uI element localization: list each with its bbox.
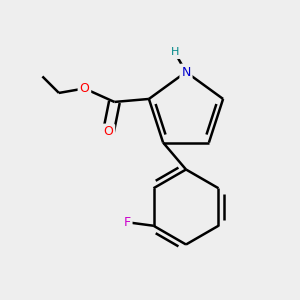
Text: O: O — [80, 82, 89, 95]
Text: O: O — [103, 125, 113, 138]
Text: H: H — [171, 47, 180, 57]
Text: F: F — [124, 216, 131, 229]
Text: N: N — [181, 65, 191, 79]
